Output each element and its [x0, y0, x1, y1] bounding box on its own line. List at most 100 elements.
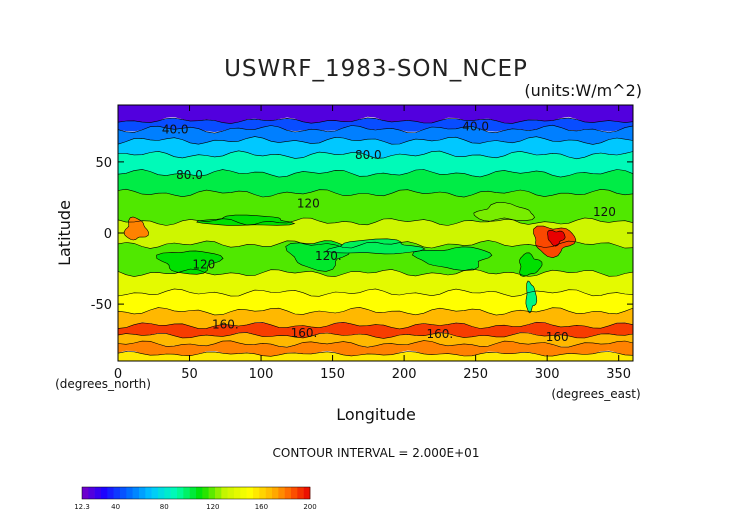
x-tick-label: 350 — [606, 367, 631, 382]
colorbar-cell — [164, 487, 171, 499]
colorbar-cell — [126, 487, 133, 499]
contour-label: 120 — [593, 205, 616, 219]
contour-labels: 40.0 40.0 80.0 80.0 120 120 120 120. 160. 160. 160… — [162, 120, 616, 345]
x-tick-label: 300 — [535, 367, 560, 382]
colorbar-cell — [272, 487, 279, 499]
colorbar-cell — [202, 487, 209, 499]
zonal-band — [118, 136, 633, 159]
x-unit-label: (degrees_east) — [551, 387, 640, 401]
colorbar-cell — [240, 487, 247, 499]
contour-label: 160. — [212, 317, 239, 331]
regional-feature — [547, 229, 566, 247]
colorbar-cell — [227, 487, 235, 499]
regional-feature — [473, 202, 535, 222]
colorbar: 12.3 40 80 120 160 200 — [74, 486, 317, 511]
contour-interval-text: CONTOUR INTERVAL = 2.000E+01 — [273, 446, 480, 460]
colorbar-label: 80 — [160, 503, 169, 511]
contour-line — [117, 124, 634, 134]
zonal-band — [118, 307, 633, 330]
colorbar-label: 160 — [255, 503, 268, 511]
regional-feature — [519, 252, 543, 277]
colorbar-cell — [88, 487, 95, 499]
contour-line — [117, 268, 634, 277]
regional-feature — [412, 246, 493, 271]
colorbar-cell — [158, 487, 165, 499]
contour-label: 160. — [291, 326, 318, 340]
zonal-band — [118, 217, 633, 249]
colorbar-cell — [265, 487, 273, 499]
zonal-band — [118, 125, 633, 145]
colorbar-cell — [215, 487, 222, 499]
colorbar-cell — [196, 487, 203, 499]
zonal-band — [118, 332, 633, 347]
contour-line — [117, 332, 634, 339]
x-tick-label: 0 — [114, 367, 122, 382]
contour-label: 80.0 — [176, 168, 203, 182]
x-tick-label: 50 — [181, 367, 198, 382]
colorbar-cell — [291, 487, 298, 499]
colorbar-cell — [177, 487, 184, 499]
colorbar-cell — [151, 487, 159, 499]
contour-label: 120 — [192, 258, 215, 272]
regional-feature — [196, 214, 296, 226]
x-tick-label: 150 — [320, 367, 345, 382]
colorbar-cell — [120, 487, 127, 499]
colorbar-cell — [94, 487, 102, 499]
colorbar-cell — [234, 487, 241, 499]
zonal-band — [118, 117, 633, 133]
zonal-band — [118, 169, 633, 198]
y-tick-label: -50 — [91, 298, 112, 313]
colorbar-cell — [183, 487, 190, 499]
colorbar-cell — [139, 487, 146, 499]
contour-label: 120. — [315, 249, 342, 263]
colorbar-cell — [278, 487, 285, 499]
colorbar-cell — [221, 487, 228, 499]
zonal-band — [118, 240, 633, 277]
contour-line — [117, 321, 634, 330]
colorbar-label: 120 — [206, 503, 219, 511]
contour-lines — [117, 117, 634, 357]
x-tick-label: 250 — [463, 367, 488, 382]
contour-line — [117, 169, 634, 178]
colorbar-cell — [145, 487, 152, 499]
colorbar-label: 12.3 — [74, 503, 90, 511]
y-axis-label: Latitude — [55, 200, 74, 266]
contour-line — [117, 340, 634, 348]
y-tick-label: 50 — [95, 156, 112, 171]
units-label: (units:W/m^2) — [524, 81, 642, 100]
regional-feature — [525, 280, 538, 314]
contour-label: 120 — [297, 196, 320, 210]
colorbar-cell — [82, 487, 89, 499]
contour-line — [117, 288, 634, 297]
zonal-band — [118, 105, 633, 125]
colorbar-cell — [284, 487, 292, 499]
contour-label: 40.0 — [162, 122, 189, 136]
zonal-band — [118, 322, 633, 339]
colorbar-cell — [107, 487, 114, 499]
x-tick-label: 100 — [249, 367, 274, 382]
colorbar-label: 200 — [303, 503, 316, 511]
axes: 0 50 100 150 200 250 300 350 50 0 -50 — [91, 105, 633, 382]
contour-line — [117, 136, 634, 145]
colorbar-cell — [113, 487, 121, 499]
colorbar-cell — [170, 487, 178, 499]
colorbar-cell — [259, 487, 266, 499]
contour-line — [117, 306, 634, 316]
contour-line — [117, 188, 634, 198]
zonal-band — [118, 288, 633, 316]
colorbar-cell — [189, 487, 197, 499]
contour-label: 40.0 — [462, 120, 489, 134]
chart-title: USWRF_1983-SON_NCEP — [224, 56, 528, 82]
colorbar-cell — [208, 487, 216, 499]
colorbar-label: 40 — [111, 503, 120, 511]
contour-label: 160. — [427, 327, 454, 341]
colorbar-cell — [246, 487, 254, 499]
contour-label: 80.0 — [355, 148, 382, 162]
x-axis-label: Longitude — [336, 405, 416, 424]
contour-line — [117, 217, 634, 226]
x-tick-label: 200 — [392, 367, 417, 382]
colorbar-frame — [81, 486, 311, 500]
contour-line — [117, 240, 634, 249]
contour-line — [117, 117, 634, 124]
colorbar-cell — [253, 487, 260, 499]
